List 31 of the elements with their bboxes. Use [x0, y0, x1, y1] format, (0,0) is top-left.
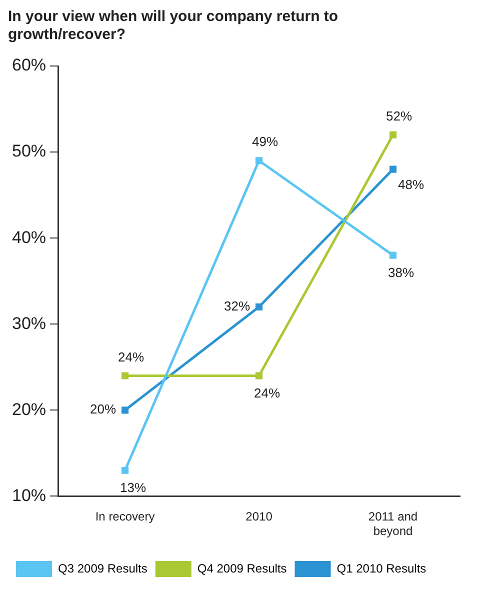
y-tick-label: 50%: [12, 142, 46, 161]
data-label: 24%: [118, 349, 144, 364]
point: [255, 372, 263, 380]
legend-label: Q4 2009 Results: [197, 561, 287, 576]
data-label: 49%: [252, 134, 278, 150]
point: [121, 406, 129, 414]
point: [255, 157, 263, 164]
data-label: 48%: [398, 176, 424, 192]
point: [121, 466, 129, 474]
data-label: 52%: [386, 108, 412, 124]
x-tick-label: 2011 and beyond: [368, 510, 418, 538]
y-tick-label: 30%: [12, 314, 46, 333]
x-tick-label: In recovery: [95, 510, 155, 524]
y-tick-label: 10%: [12, 486, 46, 505]
x-tick-label: 2010: [246, 510, 273, 524]
point: [389, 252, 397, 259]
y-tick-label: 60%: [12, 56, 46, 75]
data-label: 38%: [388, 264, 414, 280]
legend-label: Q3 2009 Results: [58, 561, 148, 576]
point: [389, 131, 397, 138]
data-label: 13%: [120, 480, 146, 495]
legend-label: Q1 2010 Results: [336, 561, 426, 576]
y-tick-label: 40%: [12, 228, 46, 247]
point: [389, 166, 397, 173]
chart-title: In your view when will your company return to growth/recover?: [8, 8, 338, 44]
data-label: 20%: [90, 402, 116, 417]
point: [255, 303, 263, 310]
data-label: 24%: [254, 385, 280, 400]
y-tick-label: 20%: [12, 400, 46, 419]
point: [121, 372, 129, 380]
data-label: 32%: [224, 298, 250, 314]
